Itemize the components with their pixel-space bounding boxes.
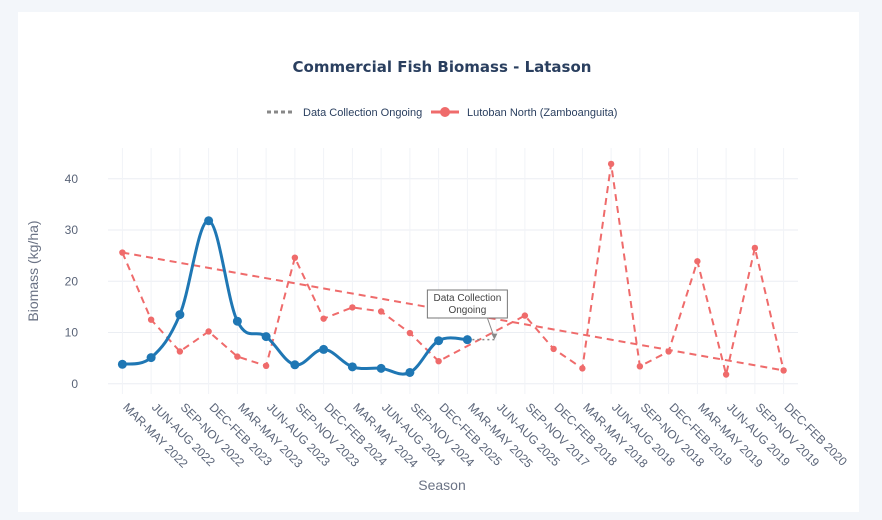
- data-point: [234, 353, 241, 360]
- annotation-box: [426, 289, 508, 319]
- y-tick-label: 10: [65, 326, 79, 340]
- legend-label-lutoban: Lutoban North (Zamboanguita): [467, 107, 617, 119]
- data-point: [462, 335, 472, 345]
- series-2: [119, 160, 787, 378]
- data-point: [434, 336, 444, 346]
- data-point: [579, 365, 586, 372]
- data-point: [147, 316, 155, 323]
- trend-line-lutoban: [122, 251, 784, 372]
- data-point: [119, 249, 126, 256]
- data-point: [406, 329, 414, 337]
- data-point: [146, 353, 156, 363]
- data-point: [607, 160, 615, 168]
- annotation-arrowhead: [491, 333, 498, 340]
- data-point: [347, 362, 357, 372]
- data-point: [349, 304, 356, 311]
- data-point: [722, 371, 730, 378]
- data-point: [780, 367, 787, 374]
- data-point: [665, 348, 672, 355]
- data-point: [405, 367, 415, 377]
- x-axis-title: Season: [418, 477, 465, 493]
- data-point: [262, 362, 270, 370]
- legend-label-ongoing: Data Collection Ongoing: [303, 107, 422, 119]
- data-point: [751, 244, 759, 252]
- series-line-lutoban: [121, 163, 785, 375]
- y-tick-label: 40: [65, 172, 79, 186]
- data-point: [290, 360, 300, 370]
- annotation-text: Data Collection: [433, 293, 501, 304]
- data-point: [376, 363, 386, 373]
- y-axis-title: Biomass (kg/ha): [25, 220, 41, 321]
- data-point: [550, 345, 557, 353]
- data-point: [521, 312, 529, 319]
- data-point: [176, 348, 184, 355]
- data-point: [117, 359, 127, 369]
- data-point: [291, 254, 299, 261]
- y-tick-label: 0: [71, 377, 78, 391]
- data-point: [377, 308, 385, 315]
- data-point: [261, 332, 271, 342]
- data-point: [205, 328, 212, 335]
- series-3: [122, 251, 784, 372]
- legend-marker-lutoban: [440, 107, 450, 117]
- chart: Commercial Fish Biomass - Latason 0 10 20 30…: [25, 58, 850, 493]
- chart-card: Commercial Fish Biomass - Latason 0 10 20 30…: [18, 12, 859, 512]
- data-point: [320, 315, 327, 322]
- data-point: [232, 316, 242, 326]
- data-point: [694, 258, 701, 265]
- data-point: [636, 363, 644, 370]
- y-tick-label: 30: [65, 223, 79, 237]
- legend: Data Collection Ongoing Lutoban North (Za…: [267, 107, 617, 119]
- annotation-text: Ongoing: [448, 305, 486, 316]
- y-tick-label: 20: [65, 274, 79, 288]
- data-point: [175, 310, 185, 320]
- chart-title: Commercial Fish Biomass - Latason: [293, 58, 592, 76]
- series-0: [117, 216, 472, 377]
- data-point: [204, 216, 214, 226]
- data-point: [435, 358, 442, 365]
- data-point: [319, 344, 329, 354]
- grid: [108, 148, 798, 394]
